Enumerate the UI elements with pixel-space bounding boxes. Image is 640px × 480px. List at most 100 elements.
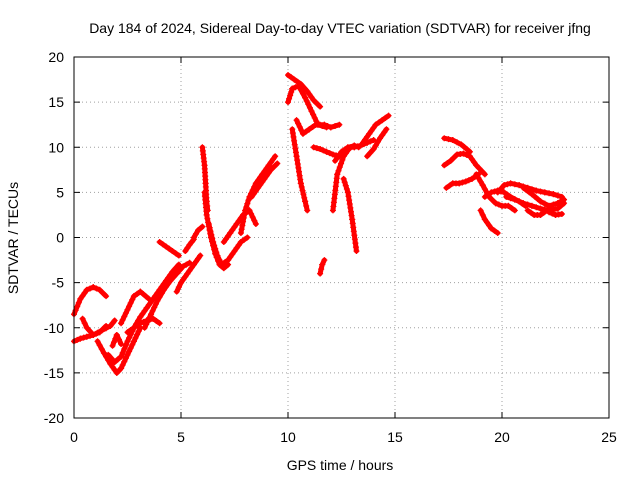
data-point: [289, 85, 296, 92]
data-point: [561, 196, 568, 203]
data-segment: [317, 257, 328, 277]
x-tick-label: 15: [387, 429, 403, 445]
data-point: [122, 342, 129, 349]
data-point: [244, 234, 251, 241]
data-point: [195, 255, 202, 262]
data-point: [508, 205, 515, 212]
data-point: [195, 227, 202, 234]
data-point: [497, 185, 504, 192]
data-point: [158, 290, 165, 297]
data-point: [486, 222, 493, 229]
data-point: [485, 191, 492, 198]
data-segment: [293, 117, 343, 137]
data-point: [190, 234, 197, 241]
data-point: [141, 324, 148, 331]
data-point: [286, 95, 293, 102]
data-point: [111, 317, 118, 324]
data-point: [443, 184, 450, 191]
data-point: [182, 248, 189, 255]
data-segment: [364, 126, 390, 160]
x-axis: 0 5 10 15 20 25: [70, 57, 617, 445]
data-point: [379, 132, 386, 139]
data-point: [118, 320, 125, 327]
data-point: [289, 130, 296, 137]
data-point: [447, 157, 454, 164]
data-point: [320, 147, 327, 154]
data-point: [126, 348, 133, 355]
data-point: [310, 97, 317, 104]
data-point: [557, 198, 564, 205]
data-segment: [109, 331, 125, 349]
data-point: [537, 205, 544, 212]
data-point: [505, 202, 512, 209]
data-point: [292, 149, 299, 156]
data-point: [233, 245, 240, 252]
data-point: [74, 336, 81, 343]
data-point: [475, 174, 482, 181]
data-point: [292, 145, 299, 152]
data-point: [494, 189, 501, 196]
data-point: [340, 175, 347, 182]
data-point: [216, 257, 223, 264]
data-point: [114, 356, 121, 363]
data-point: [122, 355, 129, 362]
data-point: [379, 117, 386, 124]
data-point: [197, 252, 204, 259]
data-point: [481, 193, 488, 200]
data-point: [204, 215, 211, 222]
data-point: [167, 277, 174, 284]
data-point: [121, 345, 128, 352]
x-tick-label: 5: [177, 429, 185, 445]
data-point: [377, 135, 384, 142]
y-tick-label: 15: [48, 94, 64, 110]
data-point: [288, 74, 295, 81]
data-point: [479, 168, 486, 175]
data-point: [100, 350, 107, 357]
data-point: [231, 223, 238, 230]
data-segment: [441, 135, 473, 155]
y-tick-label: -10: [44, 320, 64, 336]
data-point: [192, 258, 199, 265]
data-point: [145, 295, 152, 302]
data-point: [516, 198, 523, 205]
data-point: [507, 180, 514, 187]
data-point: [79, 315, 86, 322]
data-point: [299, 130, 306, 137]
data-point: [541, 189, 548, 196]
data-point: [241, 211, 248, 218]
data-point: [121, 358, 128, 365]
data-point: [227, 229, 234, 236]
data-point: [364, 133, 371, 140]
data-point: [257, 174, 264, 181]
data-point: [319, 261, 326, 268]
data-point: [261, 175, 268, 182]
data-point: [546, 202, 553, 209]
data-point: [96, 286, 103, 293]
data-point: [130, 324, 137, 331]
data-point: [272, 153, 279, 160]
data-point: [251, 217, 258, 224]
data-point: [292, 84, 299, 91]
data-segment: [182, 236, 197, 255]
data-point: [126, 303, 133, 310]
data-point: [291, 137, 298, 144]
data-point: [503, 193, 510, 200]
data-point: [103, 293, 110, 300]
data-point: [144, 317, 151, 324]
data-point: [367, 138, 374, 145]
data-segment: [340, 175, 360, 255]
data-point: [119, 349, 126, 356]
data-point: [524, 207, 531, 214]
data-point: [297, 86, 304, 93]
data-point: [139, 310, 146, 317]
data-point: [96, 329, 103, 336]
data-point: [127, 327, 134, 334]
data-point: [108, 355, 115, 362]
data-point: [180, 276, 187, 283]
data-point: [441, 162, 448, 169]
data-point: [304, 207, 311, 214]
data-point: [327, 124, 334, 131]
data-point: [183, 261, 190, 268]
data-point: [124, 351, 131, 358]
data-point: [213, 249, 220, 256]
